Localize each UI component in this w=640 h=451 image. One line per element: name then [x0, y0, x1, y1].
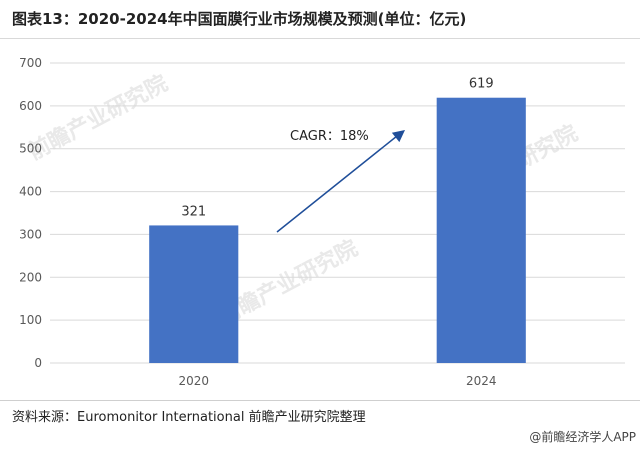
- y-tick-label: 600: [19, 99, 42, 113]
- source-note: 资料来源：Euromonitor International 前瞻产业研究院整理: [12, 410, 366, 425]
- chart-title: 图表13：2020-2024年中国面膜行业市场规模及预测(单位：亿元): [12, 10, 467, 28]
- source-divider: [0, 400, 640, 401]
- arrow-shaft: [276, 135, 398, 233]
- gridlines: [50, 62, 625, 364]
- bars: [149, 97, 526, 363]
- cagr-annotation: CAGR：18%: [290, 129, 369, 144]
- x-tick-label: 2024: [466, 374, 497, 388]
- bar: [436, 97, 526, 363]
- y-tick-label: 400: [19, 185, 42, 199]
- y-tick-label: 700: [19, 56, 42, 70]
- y-tick-label: 100: [19, 313, 42, 327]
- title-divider: [0, 38, 640, 39]
- data-label: 619: [469, 77, 494, 92]
- bar: [149, 225, 239, 363]
- x-tick-label: 2020: [178, 374, 209, 388]
- arrow-head: [391, 130, 405, 143]
- x-axis-ticks: 2020 2024: [178, 374, 496, 388]
- y-tick-label: 500: [19, 142, 42, 156]
- y-tick-label: 200: [19, 270, 42, 284]
- y-tick-label: 0: [34, 356, 42, 370]
- bar-chart: 0 100 200 300 400 500 600 700 321 619 2020 2024 C…: [19, 56, 625, 388]
- data-labels: 321 619: [181, 77, 493, 220]
- y-axis-ticks: 0 100 200 300 400 500 600 700: [19, 56, 42, 370]
- credit-label: @前瞻经济学人APP: [529, 430, 636, 444]
- y-tick-label: 300: [19, 227, 42, 241]
- cagr-arrow: [276, 130, 405, 233]
- data-label: 321: [181, 204, 206, 219]
